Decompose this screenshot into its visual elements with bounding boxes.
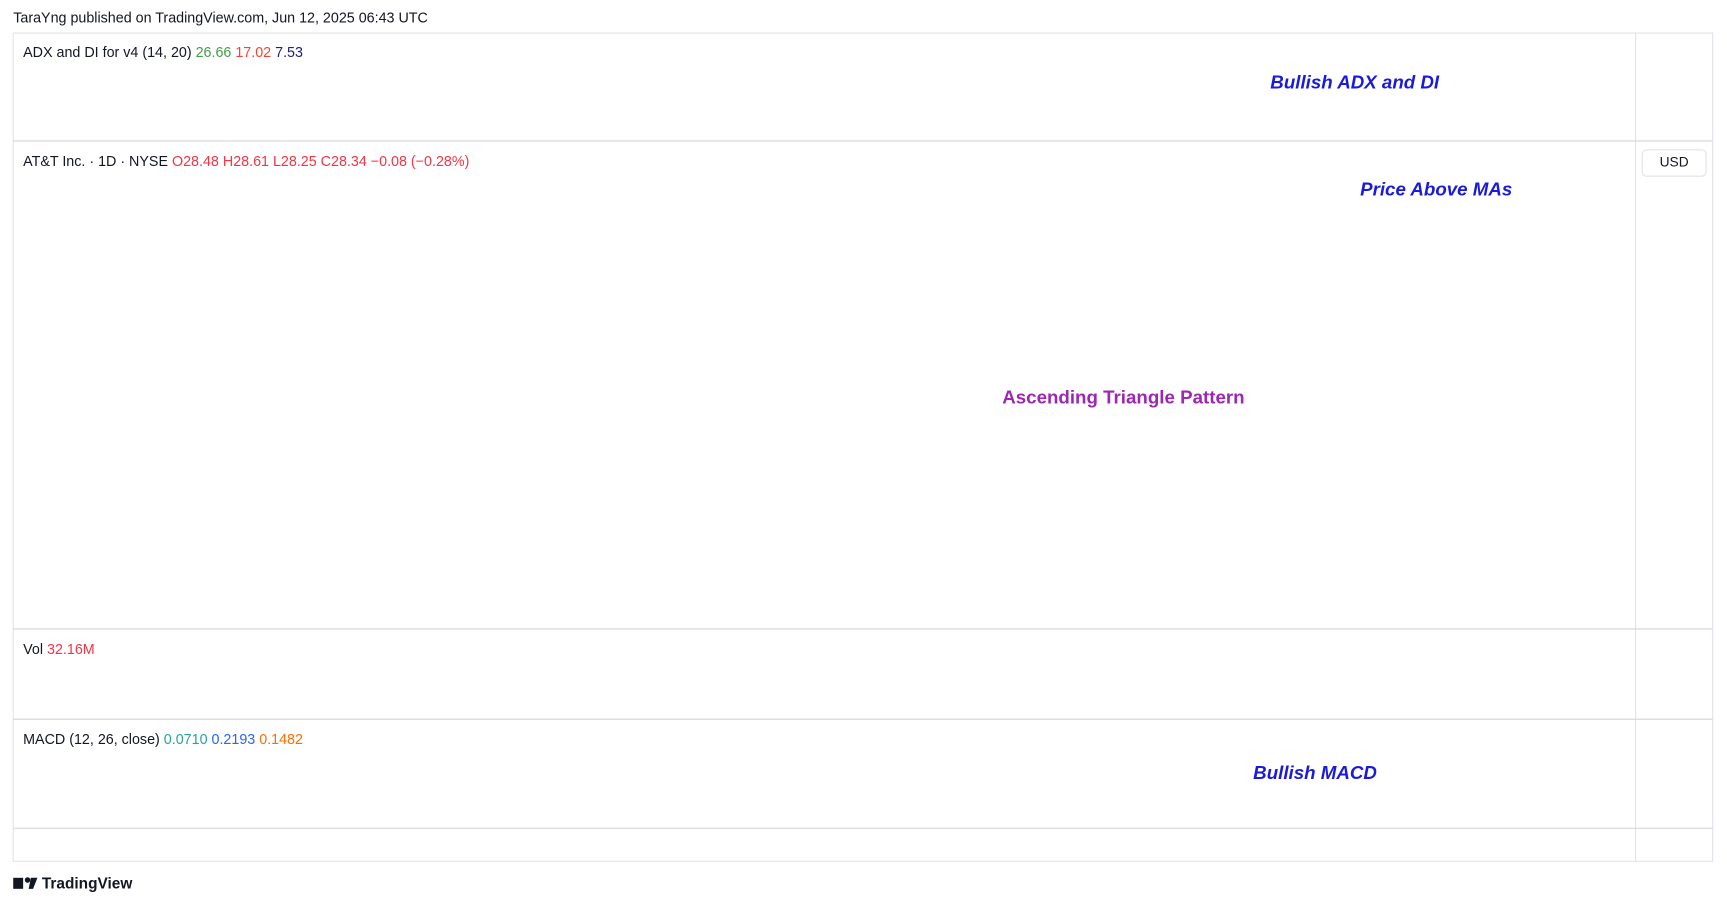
legend-value: L28.25 [273, 154, 317, 170]
legend-value: 0.1482 [259, 732, 303, 748]
legend-title: MACD (12, 26, close) [23, 732, 160, 748]
legend-value: 32.16M [47, 642, 95, 658]
frame [12, 32, 1714, 862]
annotation: Bullish ADX and DI [1270, 72, 1440, 93]
header: TaraYng published on TradingView.com, Ju… [13, 11, 428, 27]
legend: ADX and DI for v4 (14, 20) 26.66 17.02 7… [23, 45, 303, 61]
footer: TradingView [42, 875, 133, 892]
legend-value: 0.0710 [164, 732, 208, 748]
logo [13, 877, 38, 889]
annotation: Price Above MAs [1360, 178, 1512, 199]
annotation: Ascending Triangle Pattern [1002, 387, 1244, 408]
currency: USD [1660, 155, 1689, 170]
legend: MACD (12, 26, close) 0.0710 0.2193 0.148… [23, 732, 303, 748]
currency-box[interactable] [1641, 149, 1707, 177]
legend-title: ADX and DI for v4 (14, 20) [23, 45, 191, 61]
legend-value: 0.2193 [212, 732, 256, 748]
annotation: Bullish MACD [1253, 762, 1377, 783]
legend-value: 17.02 [235, 45, 271, 61]
legend-value: 7.53 [275, 45, 303, 61]
legend-title: Vol [23, 642, 43, 658]
legend-value: O28.48 [172, 154, 219, 170]
legend-value: C28.34 [321, 154, 367, 170]
legend-value: −0.08 (−0.28%) [371, 154, 470, 170]
legend-value: 26.66 [196, 45, 232, 61]
legend: Vol 32.16M [23, 642, 95, 658]
legend-value: H28.61 [223, 154, 269, 170]
legend: AT&T Inc. · 1D · NYSE O28.48 H28.61 L28.… [23, 154, 469, 170]
legend-title: AT&T Inc. · 1D · NYSE [23, 154, 168, 170]
